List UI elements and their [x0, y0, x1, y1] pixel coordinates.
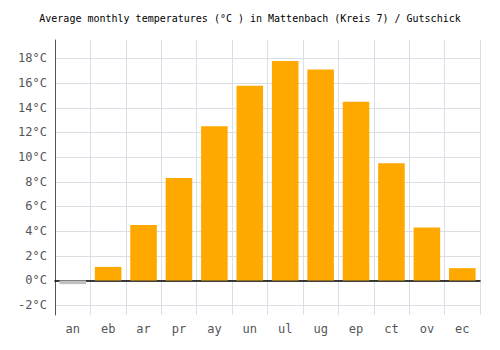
svg-text:ay: ay — [207, 322, 221, 336]
svg-text:ep: ep — [349, 322, 363, 336]
svg-text:ct: ct — [384, 322, 398, 336]
svg-text:pr: pr — [172, 322, 186, 336]
svg-text:18°C: 18°C — [18, 51, 47, 65]
svg-text:Average monthly temperatures (: Average monthly temperatures (°C ) in Ma… — [39, 13, 460, 24]
svg-text:ul: ul — [278, 322, 292, 336]
svg-text:un: un — [243, 322, 257, 336]
svg-text:12°C: 12°C — [18, 125, 47, 139]
svg-text:an: an — [65, 322, 79, 336]
svg-text:eb: eb — [101, 322, 115, 336]
svg-text:ec: ec — [455, 322, 469, 336]
svg-text:8°C: 8°C — [25, 175, 47, 189]
svg-text:ov: ov — [420, 322, 434, 336]
svg-text:14°C: 14°C — [18, 101, 47, 115]
svg-text:6°C: 6°C — [25, 199, 47, 213]
svg-text:4°C: 4°C — [25, 224, 47, 238]
svg-text:0°C: 0°C — [25, 273, 47, 287]
svg-text:ar: ar — [136, 322, 150, 336]
svg-text:2°C: 2°C — [25, 249, 47, 263]
svg-text:-2°C: -2°C — [18, 298, 47, 312]
svg-text:ug: ug — [313, 322, 327, 336]
svg-text:10°C: 10°C — [18, 150, 47, 164]
svg-text:16°C: 16°C — [18, 76, 47, 90]
